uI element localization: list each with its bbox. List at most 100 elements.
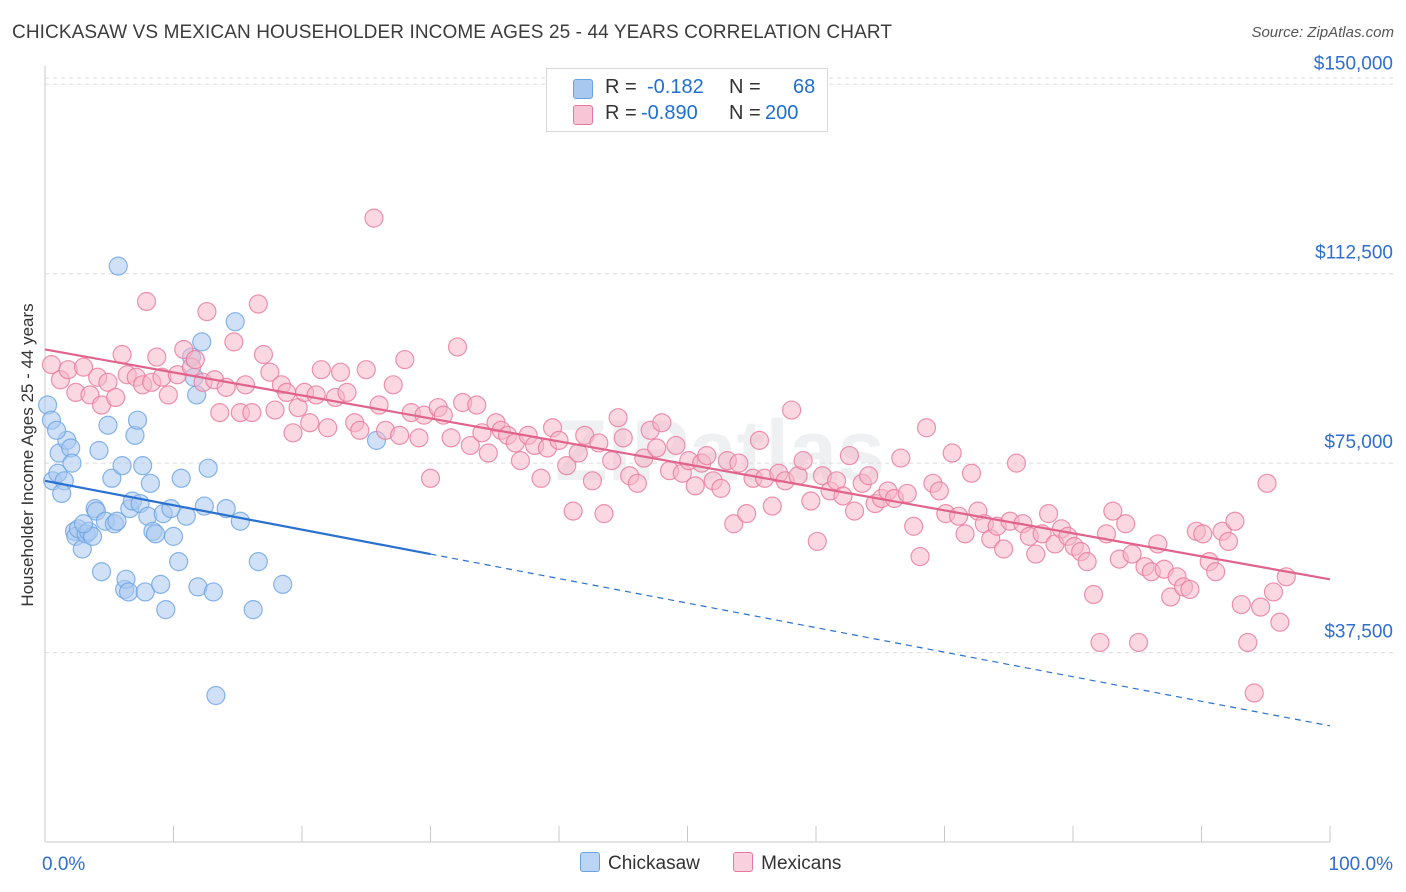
data-point (839, 445, 860, 466)
data-point (337, 382, 357, 403)
data-point (793, 451, 813, 471)
data-point (163, 526, 184, 546)
legend-r-label: R = (605, 102, 637, 124)
data-point (949, 506, 969, 526)
data-point (652, 413, 672, 433)
tick-labels: $37,500 $75,000 $112,500 $150,000 0.0% 100.0% (42, 53, 1393, 875)
data-point (46, 420, 67, 440)
data-point (729, 453, 749, 473)
data-point (243, 600, 263, 620)
data-point (158, 385, 178, 405)
data-point (762, 496, 782, 516)
data-point (106, 387, 126, 408)
data-point (318, 418, 338, 438)
data-point (198, 458, 218, 478)
data-point (891, 448, 911, 468)
data-point (557, 456, 577, 476)
data-point (108, 256, 128, 276)
legend-swatch-chickasaw (580, 852, 600, 872)
data-point (230, 511, 250, 531)
data-point (1090, 632, 1110, 653)
grid-lines (45, 77, 1395, 654)
data-point (283, 423, 303, 443)
data-point (737, 504, 757, 524)
legend-n-label: N = (729, 102, 761, 124)
data-point (127, 410, 148, 430)
data-point (1006, 453, 1027, 473)
data-point (1103, 501, 1123, 521)
data-point (724, 514, 744, 534)
data-point (395, 349, 415, 370)
data-point (563, 501, 583, 521)
data-point (994, 539, 1014, 559)
data-point (467, 395, 487, 415)
data-point (265, 400, 285, 420)
data-point (216, 498, 236, 519)
data-point (1257, 473, 1277, 493)
x-tick-label: 100.0% (1329, 854, 1394, 875)
data-point (136, 291, 157, 312)
data-point (203, 582, 223, 602)
legend-item-chickasaw[interactable]: Chickasaw (580, 852, 700, 875)
data-point (192, 332, 212, 352)
data-point (1038, 504, 1059, 524)
legend-item-mexicans[interactable]: Mexicans (733, 852, 841, 875)
trend-line-chickasaw (44, 479, 431, 556)
data-point (171, 468, 191, 488)
data-point (260, 362, 280, 382)
data-point (1231, 594, 1251, 615)
data-point (447, 337, 468, 357)
y-tick-label: $150,000 (1314, 53, 1393, 74)
data-point (955, 524, 975, 544)
data-point (916, 418, 937, 438)
data-point (910, 546, 930, 567)
trend-line-mexicans (44, 348, 1331, 581)
data-point (697, 445, 717, 466)
legend-n-label: N = (729, 76, 761, 98)
data-point (1116, 514, 1136, 534)
data-point (225, 312, 245, 332)
data-point (135, 582, 155, 602)
data-point (98, 372, 118, 392)
data-point (98, 415, 118, 435)
y-axis-label: Householder Income Ages 25 - 44 years (18, 303, 37, 607)
data-point (1251, 597, 1271, 617)
data-point (1122, 544, 1142, 564)
trend-lines (44, 348, 1331, 727)
chart-title: CHICKASAW VS MEXICAN HOUSEHOLDER INCOME … (12, 22, 893, 43)
data-point (929, 481, 949, 501)
data-point (961, 463, 982, 483)
data-point (73, 357, 94, 377)
data-point (140, 473, 160, 493)
data-point (1128, 632, 1149, 653)
data-point (1180, 579, 1200, 600)
data-point (133, 456, 153, 476)
data-point (711, 478, 731, 498)
data-point (942, 443, 962, 463)
data-point (107, 511, 127, 531)
data-point (594, 504, 614, 524)
data-point (510, 451, 531, 471)
legend-label-mexicans: Mexicans (761, 853, 842, 874)
legend-n-value: 200 (765, 102, 799, 124)
data-point (102, 468, 122, 488)
data-point (151, 574, 171, 594)
data-point (1193, 524, 1213, 544)
series-chickasaw (37, 256, 387, 706)
data-point (253, 344, 274, 365)
data-point (749, 430, 770, 450)
data-point (145, 524, 166, 544)
data-point (52, 483, 72, 504)
data-point (1244, 683, 1264, 703)
legend-swatch-chickasaw (573, 79, 593, 99)
data-point (364, 208, 384, 228)
series-legend: Chickasaw Mexicans (580, 852, 869, 875)
data-point (311, 360, 331, 380)
data-point (73, 514, 94, 534)
data-point (460, 435, 480, 456)
data-point (420, 468, 441, 488)
data-point (478, 443, 498, 463)
data-point (306, 385, 326, 405)
data-point (807, 531, 827, 552)
legend-n-value: 68 (793, 76, 816, 98)
